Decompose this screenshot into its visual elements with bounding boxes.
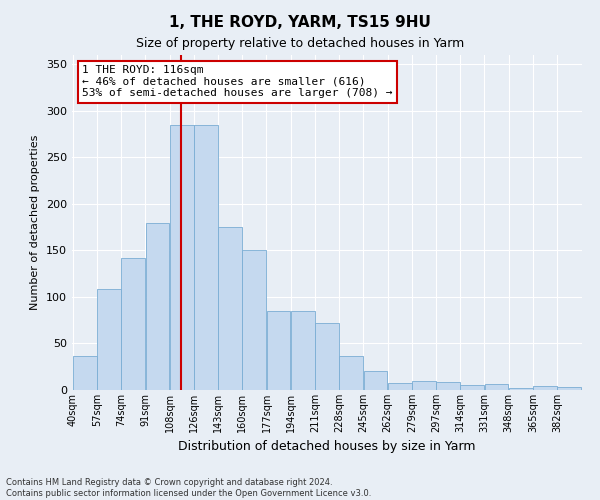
Bar <box>485 384 508 390</box>
Text: 1 THE ROYD: 116sqm
← 46% of detached houses are smaller (616)
53% of semi-detach: 1 THE ROYD: 116sqm ← 46% of detached hou… <box>82 65 392 98</box>
X-axis label: Distribution of detached houses by size in Yarm: Distribution of detached houses by size … <box>178 440 476 454</box>
Bar <box>315 323 339 390</box>
Bar <box>121 258 145 390</box>
Bar <box>73 356 97 390</box>
Text: Size of property relative to detached houses in Yarm: Size of property relative to detached ho… <box>136 38 464 51</box>
Bar <box>460 386 484 390</box>
Bar <box>218 227 242 390</box>
Text: 1, THE ROYD, YARM, TS15 9HU: 1, THE ROYD, YARM, TS15 9HU <box>169 15 431 30</box>
Bar <box>170 125 194 390</box>
Bar <box>412 380 436 390</box>
Bar <box>557 387 581 390</box>
Bar <box>242 250 266 390</box>
Bar <box>146 222 169 390</box>
Bar <box>291 311 314 390</box>
Bar <box>194 125 218 390</box>
Y-axis label: Number of detached properties: Number of detached properties <box>31 135 40 310</box>
Bar <box>266 311 290 390</box>
Bar <box>436 382 460 390</box>
Bar <box>509 388 533 390</box>
Text: Contains HM Land Registry data © Crown copyright and database right 2024.
Contai: Contains HM Land Registry data © Crown c… <box>6 478 371 498</box>
Bar <box>388 382 412 390</box>
Bar <box>364 372 388 390</box>
Bar <box>97 288 121 390</box>
Bar <box>340 356 363 390</box>
Bar <box>533 386 557 390</box>
